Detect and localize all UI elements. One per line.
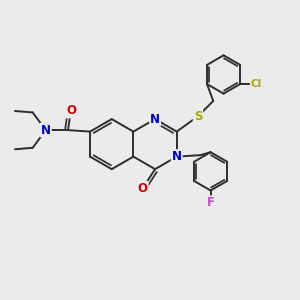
Text: O: O [138,182,148,195]
Text: F: F [207,196,214,209]
Text: N: N [41,124,51,136]
Text: S: S [194,110,202,123]
Text: O: O [66,104,76,118]
Text: Cl: Cl [251,79,262,89]
Text: N: N [172,150,182,163]
Text: N: N [150,112,160,126]
